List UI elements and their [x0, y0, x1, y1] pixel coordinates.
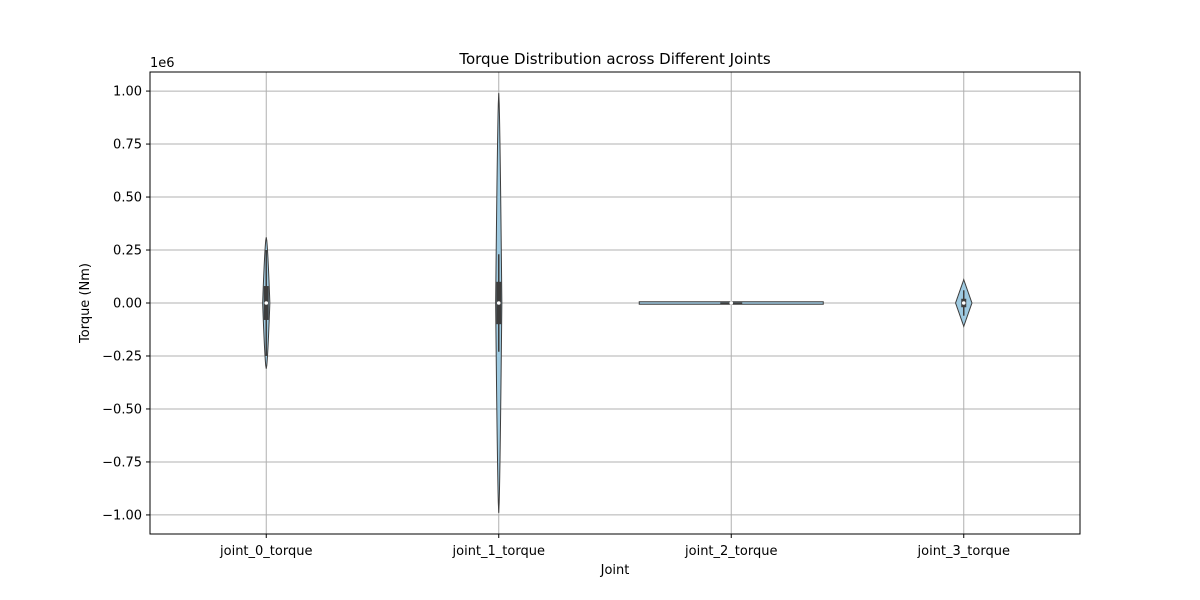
violin-median — [264, 301, 269, 305]
x-axis-ticks: joint_0_torque joint_1_torque joint_2_torq… — [219, 534, 1010, 559]
y-offset-text: 1e6 — [150, 56, 175, 71]
x-axis-title: Joint — [600, 563, 630, 578]
y-tick-label: 1.00 — [113, 85, 142, 100]
chart-title: Torque Distribution across Different Joi… — [458, 50, 771, 68]
violin-joint_1_torque — [495, 93, 503, 513]
x-tick-label: joint_0_torque — [219, 544, 312, 559]
violin-median — [729, 301, 734, 305]
y-tick-label: −0.75 — [102, 455, 142, 470]
x-tick-label: joint_2_torque — [684, 544, 777, 559]
y-tick-label: 0.25 — [113, 244, 142, 259]
x-tick-label: joint_1_torque — [452, 544, 545, 559]
y-tick-label: −1.00 — [102, 508, 142, 523]
y-axis-ticks: −1.00 −0.75 −0.50 −0.25 0.00 0.25 0.50 0.75 1.00 — [102, 85, 150, 523]
grid-lines — [150, 72, 1080, 534]
y-tick-label: −0.25 — [102, 349, 142, 364]
violins — [262, 93, 973, 513]
violin-joint_2_torque — [638, 301, 824, 305]
y-tick-label: 0.50 — [113, 191, 142, 206]
y-tick-label: 0.00 — [113, 297, 142, 312]
x-tick-label: joint_3_torque — [917, 544, 1010, 559]
violin-joint_0_torque — [262, 237, 271, 369]
y-tick-label: 0.75 — [113, 138, 142, 153]
violin-joint_3_torque — [955, 278, 973, 328]
y-axis-title: Torque (Nm) — [78, 263, 93, 344]
y-tick-label: −0.50 — [102, 402, 142, 417]
violin-median — [496, 301, 501, 305]
violin-median — [961, 301, 966, 305]
